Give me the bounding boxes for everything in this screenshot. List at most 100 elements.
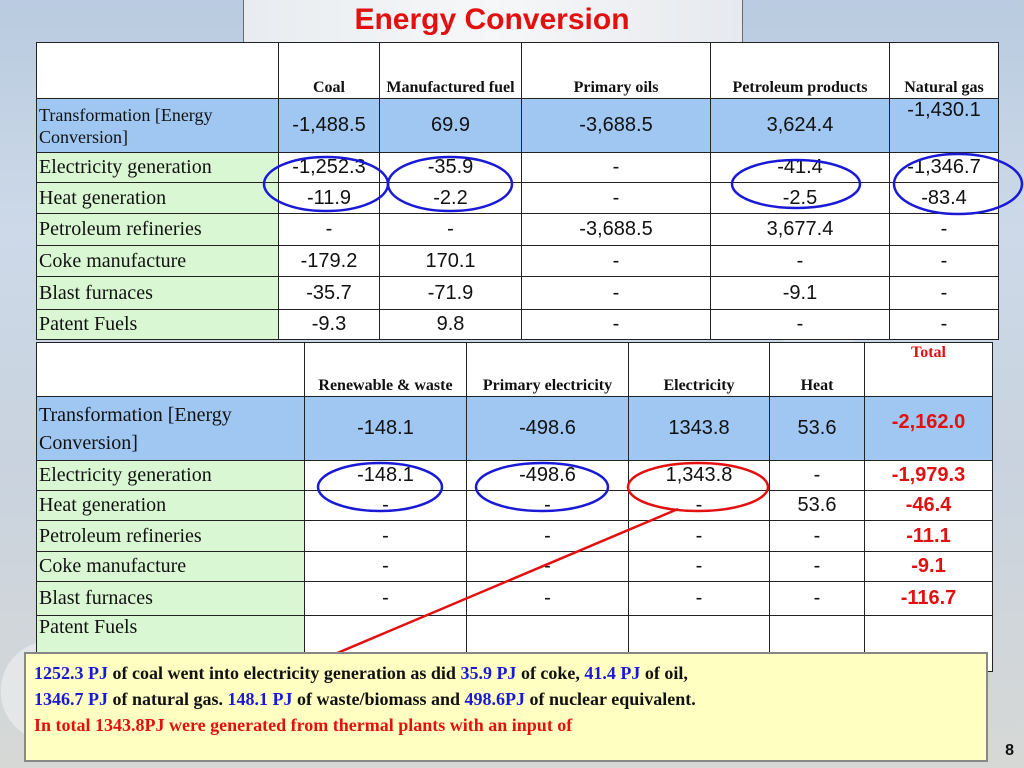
cell-value: -1,430.1: [889, 98, 999, 153]
header-cell: Electricity: [628, 342, 770, 397]
note-gas-value: 1346.7 PJ: [34, 689, 108, 709]
header-cell: Petroleum products: [710, 42, 890, 99]
cell-total: -9.1: [864, 551, 993, 582]
table-header-row: Coal Manufactured fuel Primary oils Petr…: [36, 42, 999, 99]
row-label: Heat generation: [36, 490, 305, 521]
cell-value: -: [304, 490, 467, 521]
cell-value: -3,688.5: [521, 98, 711, 153]
header-cell: Primary electricity: [466, 342, 629, 397]
cell-value: -179.2: [278, 245, 380, 277]
page-title: Energy Conversion: [354, 3, 630, 36]
cell-value: -: [466, 551, 629, 582]
cell-value: -: [466, 490, 629, 521]
explanation-note: 1252.3 PJ of coal went into electricity …: [24, 652, 988, 762]
header-cell: Natural gas: [889, 42, 999, 99]
cell-value: -: [521, 182, 711, 214]
cell-value: -1,346.7: [889, 152, 999, 183]
row-label: Transformation [Energy Conversion]: [36, 396, 305, 461]
fuel-conversion-table: Coal Manufactured fuel Primary oils Petr…: [36, 42, 999, 340]
cell-value: -: [466, 520, 629, 552]
note-waste-value: 148.1 PJ: [227, 689, 293, 709]
cell-value: -148.1: [304, 396, 467, 461]
header-cell: [36, 342, 305, 397]
note-text: of nuclear equivalent.: [525, 689, 696, 709]
cell-value: -: [278, 213, 380, 246]
cell-total: -46.4: [864, 490, 993, 521]
cell-value: -: [628, 581, 770, 616]
cell-value: -35.7: [278, 276, 380, 310]
cell-value: -: [379, 213, 522, 246]
cell-total: -2,162.0: [864, 396, 993, 461]
cell-value: -: [710, 245, 890, 277]
row-label: Patent Fuels: [36, 309, 279, 340]
row-label: Petroleum refineries: [36, 520, 305, 552]
cell-value: 3,624.4: [710, 98, 890, 153]
cell-value: -: [889, 276, 999, 310]
cell-value: -: [466, 581, 629, 616]
cell-value: -: [628, 520, 770, 552]
cell-value: -3,688.5: [521, 213, 711, 246]
cell-value: -2.2: [379, 182, 522, 214]
cell-total: -116.7: [864, 581, 993, 616]
cell-value: -35.9: [379, 152, 522, 183]
table-row: Coke manufacture - - - - -9.1: [36, 551, 993, 582]
cell-value: 3,677.4: [710, 213, 890, 246]
cell-value: -148.1: [304, 460, 467, 491]
table-row: Blast furnaces -35.7 -71.9 - -9.1 -: [36, 276, 999, 310]
cell-value: 9.8: [379, 309, 522, 340]
title-box: [243, 0, 743, 43]
cell-value: -1,488.5: [278, 98, 380, 153]
cell-value: -: [304, 581, 467, 616]
table-row: Transformation [Energy Conversion] -148.…: [36, 396, 993, 461]
cell-value: 53.6: [769, 490, 865, 521]
note-text: of waste/biomass and: [292, 689, 465, 709]
cell-value: -11.9: [278, 182, 380, 214]
cell-value: -41.4: [710, 152, 890, 183]
cell-value: 1,343.8: [628, 460, 770, 491]
cell-value: -498.6: [466, 460, 629, 491]
table-row: Petroleum refineries - - -3,688.5 3,677.…: [36, 213, 999, 246]
cell-value: -498.6: [466, 396, 629, 461]
table-row: Electricity generation -1,252.3 -35.9 - …: [36, 152, 999, 183]
note-coal-value: 1252.3 PJ: [34, 663, 108, 683]
table-row: Coke manufacture -179.2 170.1 - - -: [36, 245, 999, 277]
cell-value: -1,252.3: [278, 152, 380, 183]
note-oil-value: 41.4 PJ: [584, 663, 641, 683]
cell-value: -: [304, 551, 467, 582]
cell-value: -: [769, 581, 865, 616]
cell-value: -: [769, 460, 865, 491]
table-row: Blast furnaces - - - - -116.7: [36, 581, 993, 616]
row-label: Transformation [Energy Conversion]: [36, 98, 279, 153]
header-cell: Renewable & waste: [304, 342, 467, 397]
note-text: of oil,: [640, 663, 688, 683]
table-row: Heat generation - - - 53.6 -46.4: [36, 490, 993, 521]
cell-total: -1,979.3: [864, 460, 993, 491]
header-cell: Manufactured fuel: [379, 42, 522, 99]
cell-value: -: [889, 245, 999, 277]
table-row: Transformation [Energy Conversion] -1,48…: [36, 98, 999, 153]
table-row: Petroleum refineries - - - - -11.1: [36, 520, 993, 552]
cell-value: -: [521, 276, 711, 310]
page-number: 8: [1005, 742, 1014, 759]
note-coke-value: 35.9 PJ: [460, 663, 517, 683]
row-label: Coke manufacture: [36, 245, 279, 277]
row-label: Electricity generation: [36, 152, 279, 183]
cell-value: -: [710, 309, 890, 340]
row-label: Heat generation: [36, 182, 279, 214]
header-cell: [36, 42, 279, 99]
row-label: Electricity generation: [36, 460, 305, 491]
header-cell: Primary oils: [521, 42, 711, 99]
cell-value: -: [628, 551, 770, 582]
cell-value: 69.9: [379, 98, 522, 153]
table-header-row: Renewable & waste Primary electricity El…: [36, 342, 993, 397]
cell-value: -: [769, 551, 865, 582]
cell-value: -: [304, 520, 467, 552]
header-cell-total: Total: [864, 342, 993, 397]
other-conversion-table: Renewable & waste Primary electricity El…: [36, 342, 993, 672]
cell-value: -: [889, 213, 999, 246]
header-cell: Coal: [278, 42, 380, 99]
cell-value: -83.4: [889, 182, 999, 214]
cell-value: -: [628, 490, 770, 521]
cell-total: -11.1: [864, 520, 993, 552]
row-label: Blast furnaces: [36, 581, 305, 616]
